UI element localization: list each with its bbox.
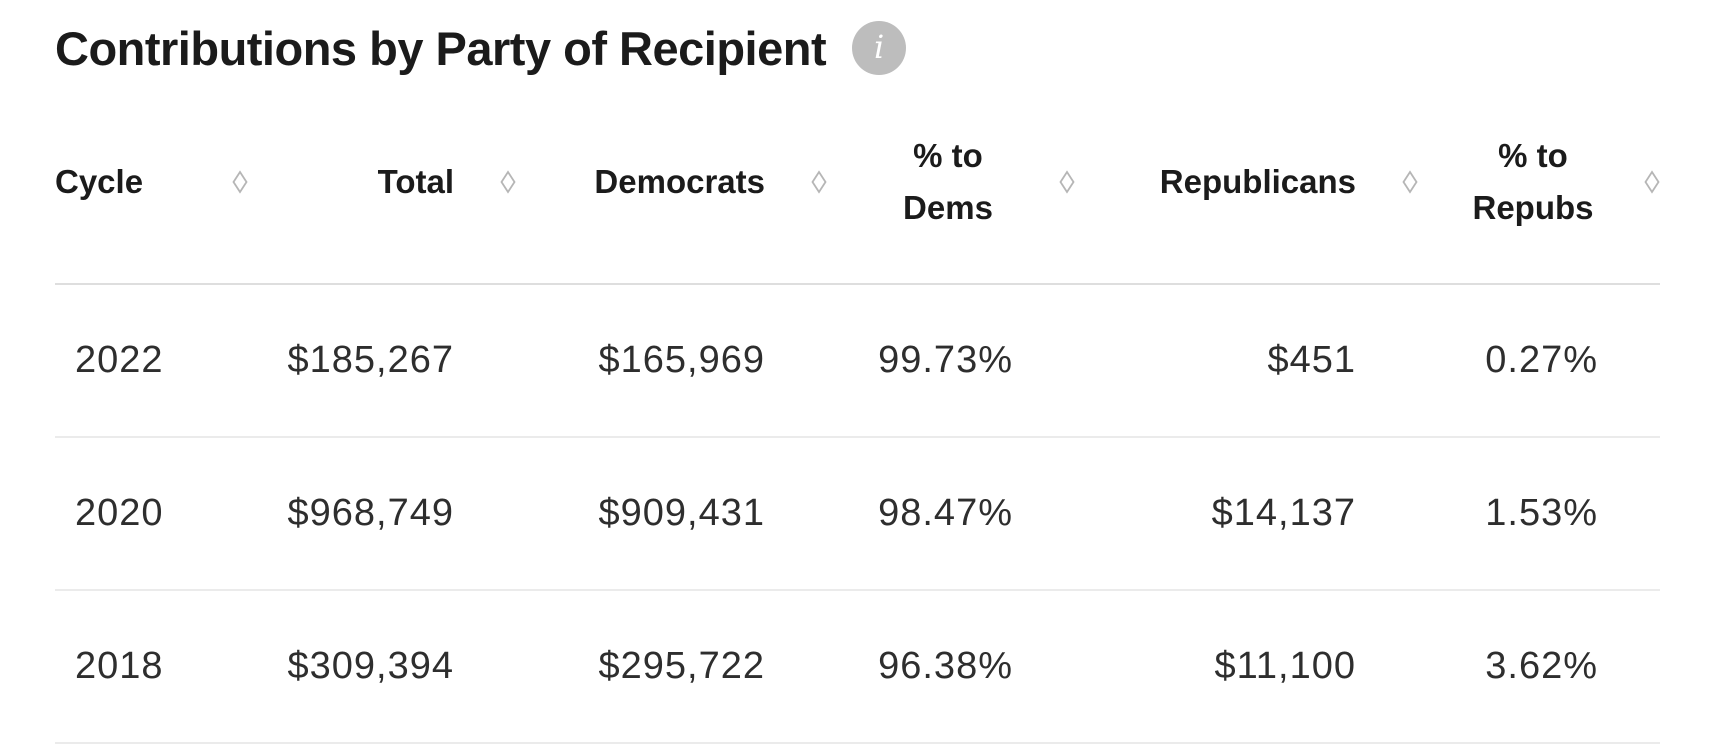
cell-total: $185,267 [287,339,454,381]
info-icon-glyph: i [873,28,885,66]
column-label: Republicans [1159,162,1356,200]
cell-republicans: $14,137 [1211,492,1356,534]
info-icon[interactable]: i [852,21,907,75]
column-label: Democrats [594,162,765,200]
column-header-republicans[interactable]: Republicans [1075,80,1418,283]
cell-democrats: $295,722 [598,645,765,687]
cell-democrats: $165,969 [598,339,765,381]
cell-cycle: 2018 [75,645,164,687]
cell-cycle: 2022 [75,339,164,381]
sort-icon[interactable] [1644,170,1660,193]
cell-total: $968,749 [287,492,454,534]
column-header-pct-to-dems[interactable]: % to Dems [827,80,1075,283]
sort-icon[interactable] [811,170,827,193]
column-label: % to Repubs [1472,137,1594,226]
table-row: 2020 $968,749 $909,431 98.47% $14,137 1.… [55,438,1660,591]
cell-republicans: $11,100 [1214,645,1356,687]
cell-pct-to-dems: 99.73% [878,339,1013,381]
cell-democrats: $909,431 [598,492,765,534]
sort-icon[interactable] [232,170,248,193]
section-header: Contributions by Party of Recipient i [0,0,1732,80]
column-header-democrats[interactable]: Democrats [516,80,827,283]
section-title: Contributions by Party of Recipient [55,21,827,75]
contributions-table: Cycle Total Democrats % to Dems [55,80,1660,744]
cell-pct-to-repubs: 0.27% [1485,339,1598,381]
column-label: % to Dems [903,137,993,226]
sort-icon[interactable] [500,170,516,193]
cell-pct-to-repubs: 3.62% [1485,645,1598,687]
column-header-cycle[interactable]: Cycle [55,80,248,283]
column-header-pct-to-repubs[interactable]: % to Repubs [1418,80,1660,283]
sort-icon[interactable] [1402,170,1418,193]
table-row: 2022 $185,267 $165,969 99.73% $451 0.27% [55,285,1660,438]
cell-cycle: 2020 [75,492,164,534]
sort-icon[interactable] [1059,170,1075,193]
cell-total: $309,394 [287,645,454,687]
cell-pct-to-dems: 96.38% [878,645,1013,687]
column-header-total[interactable]: Total [248,80,516,283]
column-label: Total [377,162,454,200]
column-label: Cycle [55,162,144,200]
table-header-row: Cycle Total Democrats % to Dems [55,80,1660,285]
cell-pct-to-dems: 98.47% [878,492,1013,534]
cell-pct-to-repubs: 1.53% [1485,492,1598,534]
cell-republicans: $451 [1267,339,1356,381]
table-row: 2018 $309,394 $295,722 96.38% $11,100 3.… [55,591,1660,744]
